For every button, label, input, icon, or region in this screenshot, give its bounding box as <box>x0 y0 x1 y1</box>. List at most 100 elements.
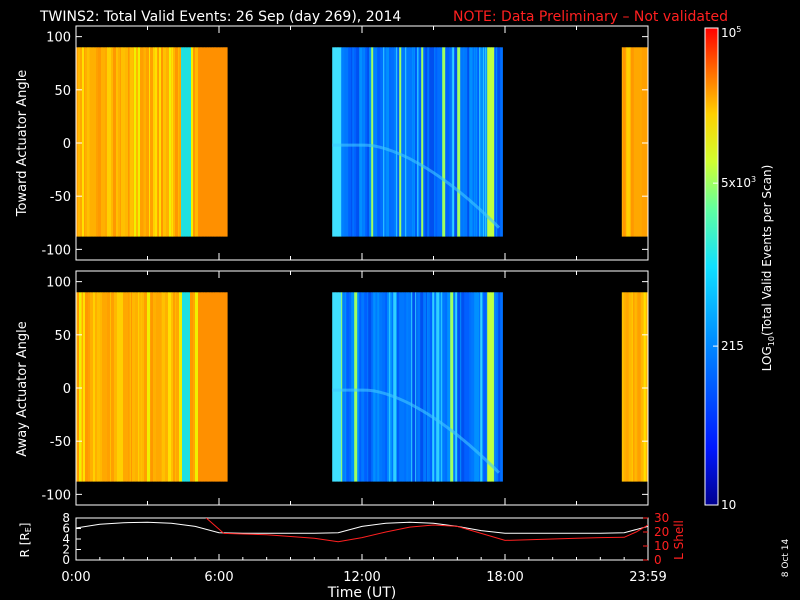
panel-toward-column <box>383 47 385 237</box>
panel-toward-column <box>421 47 424 237</box>
panel-toward-column <box>221 47 224 237</box>
panel-toward-column <box>195 47 199 237</box>
panel-toward-column <box>480 47 484 237</box>
panel-away-column <box>345 292 347 482</box>
panel-toward-column <box>479 47 481 237</box>
panel-toward-column <box>343 47 345 237</box>
panel-away-column <box>373 292 376 482</box>
panel-away-column <box>139 292 142 482</box>
panel-away-column <box>434 292 437 482</box>
panel-toward-column <box>193 47 196 237</box>
panel-toward-column <box>166 47 170 237</box>
panel-toward-column <box>447 47 450 237</box>
panel-away-column <box>367 292 369 482</box>
panel-toward-column <box>491 47 495 237</box>
panel-toward-column <box>371 47 374 237</box>
panel-away-column <box>436 292 440 482</box>
panel-away-column <box>479 292 481 482</box>
panel-toward-column <box>437 47 440 237</box>
panel-toward-column <box>337 47 339 237</box>
panel-toward-column <box>175 47 179 237</box>
panel-toward-ytick-label: 100 <box>46 31 71 46</box>
panel-toward-column <box>406 47 410 237</box>
panel-away-column <box>198 292 202 482</box>
panel-toward-column <box>125 47 129 237</box>
panel-away-column <box>332 292 336 482</box>
panel-away-column <box>161 292 163 482</box>
panel-away-column <box>385 292 388 482</box>
panel-toward-column <box>470 47 473 237</box>
panel-toward-column <box>204 47 208 237</box>
panel-toward-column <box>454 47 458 237</box>
ephemeris-right-label: L Shell <box>672 520 686 560</box>
panel-away-column <box>466 292 470 482</box>
panel-toward-data-region <box>76 47 228 237</box>
panel-toward-column <box>626 47 631 237</box>
panel-away-column <box>376 292 378 482</box>
panel-toward-column <box>341 47 344 237</box>
panel-toward-column <box>105 47 108 237</box>
panel-toward-column <box>483 47 485 237</box>
panel-toward-column <box>415 47 417 237</box>
ephemeris-right-tick-label: 20 <box>654 525 669 539</box>
panel-toward-column <box>373 47 375 237</box>
panel-away-column <box>417 292 421 482</box>
panel-toward-column <box>641 47 646 237</box>
panel-toward-column <box>435 47 438 237</box>
panel-toward-column <box>463 47 465 237</box>
panel-toward-column <box>172 47 174 237</box>
x-tick-label: 12:00 <box>343 570 380 585</box>
panel-toward-column <box>335 47 338 237</box>
panel-away-column <box>135 292 139 482</box>
panel-away-column <box>78 292 80 482</box>
panel-toward-column <box>362 47 364 237</box>
panel-away-column <box>632 292 635 482</box>
panel-away-column <box>182 292 185 482</box>
panel-toward-column <box>622 47 627 237</box>
panel-away-column <box>453 292 456 482</box>
x-tick-label: 6:00 <box>204 570 233 585</box>
panel-away-column <box>461 292 463 482</box>
panel-away-column <box>83 292 86 482</box>
panel-away-column <box>477 292 480 482</box>
panel-toward-column <box>226 47 228 237</box>
panel-away-column <box>643 292 647 482</box>
panel-away-column <box>474 292 478 482</box>
panel-away-column <box>76 292 78 482</box>
r-series-line <box>76 521 648 534</box>
ephemeris-right-tick-label: 10 <box>654 539 669 553</box>
panel-away-column <box>338 292 342 482</box>
panel-toward-column <box>89 47 91 237</box>
panel-away-column <box>404 292 407 482</box>
panel-toward-column <box>351 47 353 237</box>
panel-toward-column <box>633 47 638 237</box>
panel-toward-column <box>473 47 475 237</box>
panel-away-column <box>423 292 427 482</box>
panel-away-column <box>500 292 503 482</box>
panel-away-column <box>186 292 188 482</box>
panel-away-column <box>105 292 108 482</box>
panel-toward-column <box>163 47 167 237</box>
panel-away-column <box>447 292 451 482</box>
panel-away-column <box>223 292 227 482</box>
panel-away-column <box>171 292 174 482</box>
panel-away-column <box>377 292 380 482</box>
panel-away-column <box>406 292 409 482</box>
panel-toward-column <box>90 47 94 237</box>
panel-away-column <box>379 292 383 482</box>
panel-toward-column <box>409 47 413 237</box>
panel-toward-column <box>173 47 176 237</box>
panel-away-column <box>645 292 649 482</box>
panel-away-column <box>95 292 98 482</box>
panel-toward-column <box>475 47 477 237</box>
panel-away-column <box>176 292 180 482</box>
panel-away-column <box>221 292 224 482</box>
panel-away-column <box>637 292 642 482</box>
panel-toward-column <box>489 47 492 237</box>
panel-toward-ytick-label: 0 <box>63 137 71 152</box>
panel-toward-column <box>188 47 192 237</box>
panel-toward-column <box>442 47 446 237</box>
panel-toward-column <box>120 47 122 237</box>
panel-away-column <box>179 292 183 482</box>
panel-toward-column <box>399 47 402 237</box>
